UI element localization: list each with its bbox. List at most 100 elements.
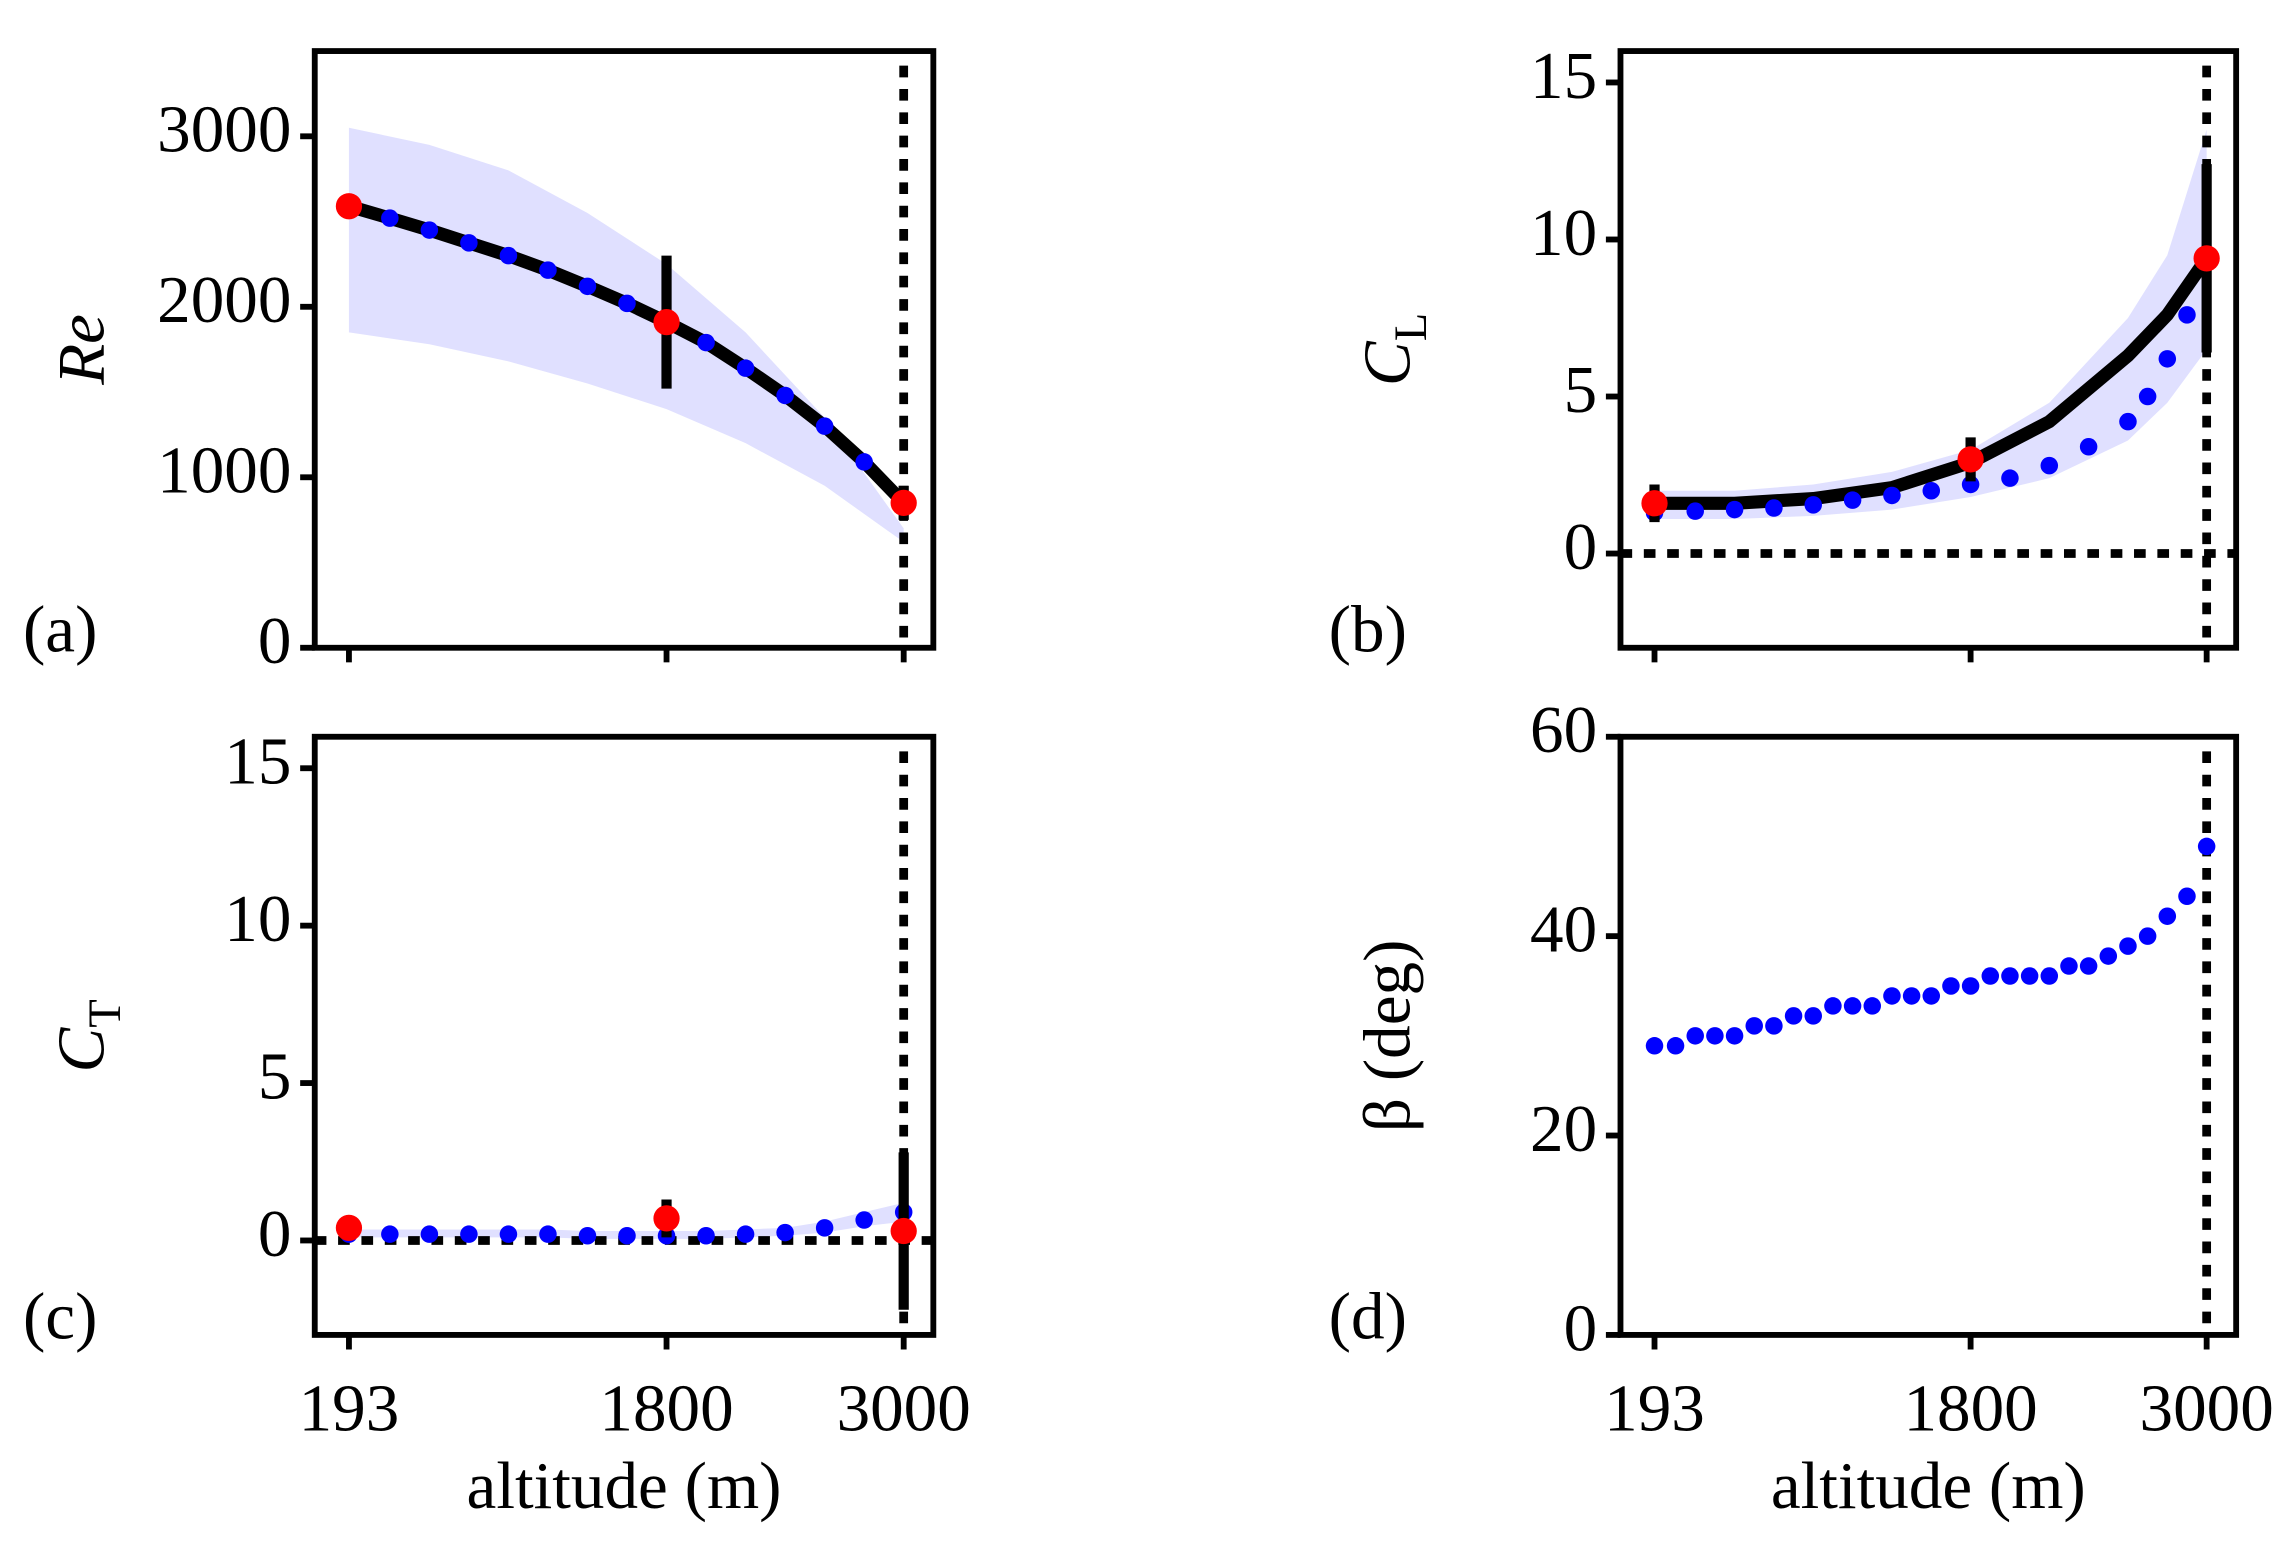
model-dot (1863, 997, 1882, 1015)
y-tick-label: 5 (1564, 352, 1598, 427)
y-tick-label: 15 (1530, 38, 1597, 113)
panel-label: (c) (23, 1279, 97, 1354)
model-dot (1765, 1017, 1783, 1035)
model-dot (1645, 1037, 1664, 1055)
measured-point (653, 1205, 680, 1232)
model-dot (1981, 967, 2000, 985)
model-dot (578, 277, 597, 296)
y-tick-label: 5 (258, 1038, 292, 1113)
y-tick-label: 0 (258, 603, 292, 678)
x-tick-label: 193 (1604, 1371, 1705, 1446)
y-tick-label: 3000 (157, 92, 291, 167)
model-dot (2060, 957, 2078, 975)
model-dot (2158, 907, 2177, 925)
plot-frame (1617, 48, 2240, 651)
uncertainty-band (1654, 129, 2207, 520)
model-dot (2020, 967, 2039, 985)
model-dot (1843, 491, 1862, 509)
model-dot (460, 1225, 478, 1243)
plot-frame (311, 48, 937, 651)
y-axis-label-main: C (1350, 340, 1425, 386)
model-dot (2079, 438, 2098, 456)
model-dot (1784, 1007, 1803, 1025)
model-dot (578, 1226, 597, 1245)
model-dot (1843, 997, 1862, 1015)
model-dot (697, 333, 715, 352)
x-axis-label: altitude (m) (467, 1448, 782, 1523)
y-axis-label: CT (44, 999, 131, 1072)
y-axis-label: Re (44, 314, 119, 386)
model-dot (1902, 987, 1921, 1005)
y-tick-label: 20 (1530, 1091, 1597, 1166)
model-dot (1686, 1027, 1704, 1045)
plot-frame (1617, 733, 2240, 1338)
model-dot (420, 221, 439, 239)
y-axis-label-main: C (44, 1026, 119, 1072)
model-dot (2119, 412, 2137, 431)
y-tick-label: 0 (1564, 1290, 1598, 1365)
model-dot (2001, 469, 2019, 487)
model-dot (736, 359, 755, 377)
y-tick-label: 0 (258, 1196, 292, 1271)
x-axis-label: altitude (m) (1771, 1448, 2086, 1523)
y-axis-label-sub: T (79, 999, 131, 1028)
panel-label: (b) (1329, 591, 1407, 666)
model-dot (381, 209, 399, 227)
y-axis-label: β (deg) (1350, 940, 1425, 1133)
y-tick-label: 0 (1564, 509, 1598, 584)
model-dot (736, 1225, 755, 1243)
model-dot (2040, 967, 2059, 985)
measured-point (1641, 490, 1668, 517)
model-dot (618, 1226, 636, 1245)
y-axis-label-main: Re (44, 314, 119, 386)
model-dot (2138, 387, 2157, 406)
model-dot (1883, 987, 1901, 1005)
y-tick-label: 2000 (157, 262, 291, 337)
model-dot (2158, 350, 2177, 368)
y-axis-label-main: β (deg) (1350, 940, 1425, 1133)
model-dot (381, 1225, 399, 1243)
model-dot (1922, 987, 1941, 1005)
model-dot (1725, 1027, 1744, 1045)
model-dot (539, 1225, 557, 1243)
model-dot (815, 1219, 834, 1237)
measured-point (653, 309, 680, 336)
uncertainty-band (348, 1202, 904, 1239)
model-dot (1745, 1017, 1763, 1035)
x-tick-label: 3000 (2140, 1371, 2274, 1446)
model-dot (2178, 306, 2196, 324)
y-axis-label-sub: L (1384, 313, 1436, 342)
model-dot (1961, 977, 1980, 995)
model-dot (2197, 837, 2216, 856)
panel: 0 5 10 15 193 1800 3000 altitude (m) (c) CT (23, 724, 971, 1523)
model-dot (1804, 496, 1823, 514)
model-dot (1883, 486, 1901, 505)
model-dot (499, 246, 518, 265)
measured-point (2193, 245, 2220, 272)
model-dot (618, 294, 636, 313)
model-dot (2119, 937, 2137, 955)
panel: 0 5 10 15 (b) CL (1329, 38, 2240, 666)
uncertainty-band (348, 127, 904, 543)
x-tick-label: 3000 (837, 1371, 971, 1446)
y-tick-label: 40 (1530, 892, 1597, 967)
model-dot (499, 1225, 518, 1243)
model-dot (815, 417, 834, 435)
y-tick-label: 10 (1530, 195, 1597, 270)
measured-point (890, 489, 917, 516)
model-dot (2040, 456, 2059, 475)
model-dot (539, 261, 557, 279)
measured-point (1957, 446, 1984, 473)
y-tick-label: 10 (224, 881, 291, 956)
model-dot (1824, 997, 1842, 1015)
model-dot (1922, 481, 1941, 500)
model-dot (855, 1211, 873, 1229)
y-tick-label: 15 (224, 724, 291, 799)
model-dot (2138, 927, 2157, 945)
y-axis-label: CL (1350, 313, 1437, 386)
model-dot (460, 234, 478, 252)
model-dot (1666, 1037, 1685, 1055)
model-dot (420, 1225, 439, 1243)
y-tick-label: 60 (1530, 692, 1597, 767)
model-dot (2099, 947, 2118, 965)
